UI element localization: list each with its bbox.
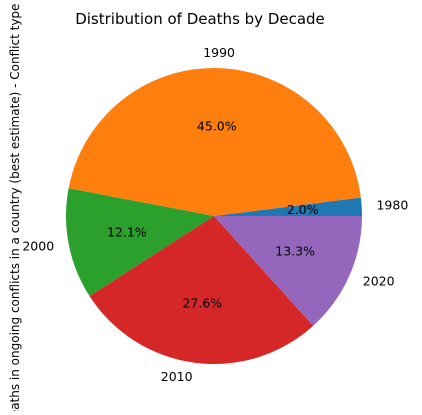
chart-title: Distribution of Deaths by Decade [75, 10, 325, 28]
slice-label-1990: 1990 [203, 45, 235, 60]
slice-percent-2000: 12.1% [107, 224, 147, 239]
pie-labels: 1980 2.0% 1990 45.0% 2000 12.1% 2010 27.6% 2020 1… [22, 45, 408, 384]
pie-slices [66, 67, 362, 365]
slice-label-1980: 1980 [376, 197, 408, 212]
pie-slice-1990 [68, 67, 361, 216]
pie-slice-2020 [214, 216, 362, 326]
pie-slice-2000 [66, 188, 215, 297]
slice-label-2000: 2000 [22, 239, 54, 254]
slice-percent-1990: 45.0% [197, 119, 237, 134]
pie-slice-2010 [89, 216, 314, 365]
slice-label-2010: 2010 [161, 369, 193, 384]
slice-percent-1980: 2.0% [287, 202, 319, 217]
y-axis-label: Deaths in ongoing conflicts in a country… [8, 4, 22, 411]
slice-percent-2020: 13.3% [275, 244, 315, 259]
pie-slice-1980 [214, 197, 362, 216]
slice-percent-2010: 27.6% [182, 296, 222, 311]
slice-label-2020: 2020 [363, 274, 395, 289]
